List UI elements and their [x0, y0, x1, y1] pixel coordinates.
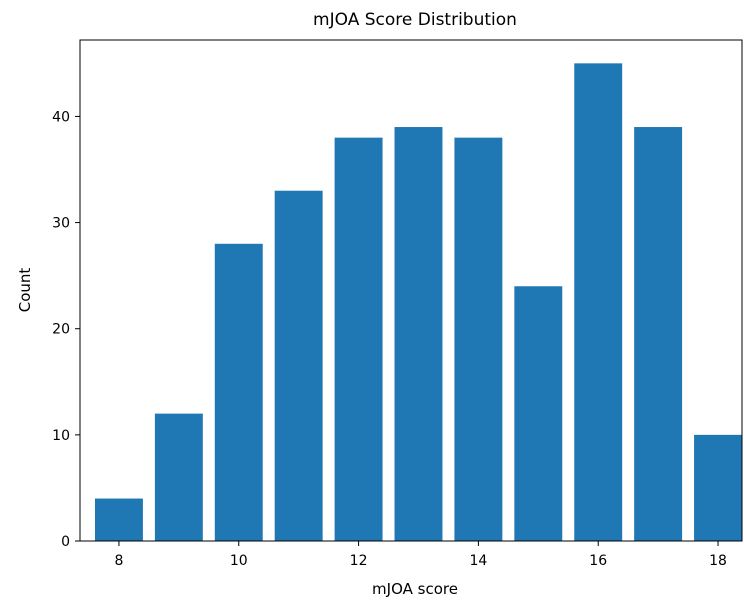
x-tick-label: 14 — [469, 553, 487, 569]
bar-11 — [274, 190, 323, 541]
y-tick-label: 0 — [61, 534, 70, 550]
bar-15 — [514, 286, 563, 541]
y-tick-label: 10 — [52, 428, 70, 444]
bars — [94, 63, 742, 542]
x-tick-label: 12 — [350, 553, 368, 569]
x-tick-label: 16 — [589, 553, 607, 569]
x-tick-label: 8 — [114, 553, 123, 569]
x-axis-label: mJOA score — [372, 580, 458, 598]
bar-10 — [214, 243, 263, 541]
y-tick-label: 40 — [52, 109, 70, 125]
y-axis-ticks: 0 10 20 30 40 — [52, 109, 80, 550]
x-tick-label: 18 — [709, 553, 727, 569]
y-tick-label: 20 — [52, 322, 70, 338]
x-tick-label: 10 — [230, 553, 248, 569]
x-axis-ticks: 8 10 12 14 16 18 — [114, 541, 727, 569]
bar-18 — [694, 434, 742, 541]
bar-8 — [94, 498, 143, 541]
bar-14 — [454, 137, 503, 542]
bar-13 — [394, 127, 443, 541]
plot-frame — [79, 39, 743, 542]
bar-12 — [334, 137, 383, 542]
y-tick-label: 30 — [52, 216, 70, 232]
bar-16 — [574, 63, 623, 542]
y-axis-label: Count — [16, 268, 34, 313]
bar-17 — [634, 127, 683, 541]
bar-9 — [154, 413, 203, 541]
chart-title: mJOA Score Distribution — [313, 10, 517, 30]
